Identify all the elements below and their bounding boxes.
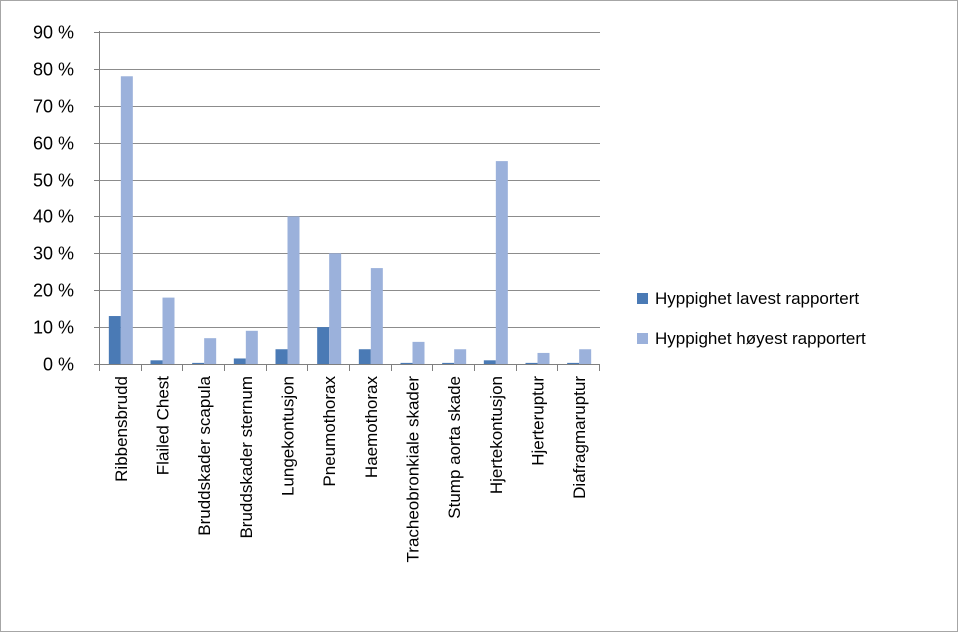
bar	[358, 349, 371, 364]
bar	[150, 360, 163, 364]
legend-swatch	[637, 333, 648, 344]
bar	[370, 268, 383, 364]
y-tick-label: 30 %	[33, 244, 74, 264]
bar	[162, 297, 175, 364]
category-label: Stump aorta skade	[445, 376, 464, 519]
bar	[567, 362, 580, 364]
y-axis-tick-labels: 0 % 10 % 20 % 30 % 40 % 50 % 60 % 70 % 80 % 90 %	[33, 23, 74, 375]
bar	[483, 360, 496, 364]
bar	[412, 341, 425, 364]
legend-label: Hyppighet lavest rapportert	[655, 289, 859, 308]
gridlines	[100, 32, 600, 328]
bar	[579, 349, 592, 364]
y-tick-label: 90 %	[33, 23, 74, 43]
bar	[204, 338, 217, 364]
category-label: Bruddskader sternum	[237, 376, 256, 539]
category-label: Bruddskader scapula	[195, 375, 214, 535]
category-label: Diafragmaruptur	[570, 376, 589, 499]
bar	[454, 349, 467, 364]
axes	[94, 31, 600, 371]
y-tick-label: 20 %	[33, 281, 74, 301]
legend-swatch	[637, 293, 648, 304]
bar	[442, 362, 455, 364]
category-label: Pneumothorax	[320, 376, 339, 487]
bar	[329, 253, 342, 364]
bar	[537, 352, 550, 364]
y-tick-label: 40 %	[33, 207, 74, 227]
category-label: Ribbensbrudd	[112, 376, 131, 482]
category-label: Hjerteruptur	[529, 376, 548, 466]
category-label: Tracheobronkiale skader	[404, 376, 423, 563]
bar	[108, 316, 121, 364]
bar	[287, 216, 300, 364]
bar	[245, 330, 258, 364]
bar	[495, 161, 508, 364]
category-label: Haemothorax	[362, 376, 381, 479]
bar	[120, 76, 133, 365]
bars	[108, 76, 592, 365]
legend-label: Hyppighet høyest rapportert	[655, 329, 866, 348]
legend: Hyppighet lavest rapportert Hyppighet høy…	[637, 289, 866, 348]
y-tick-label: 50 %	[33, 171, 74, 191]
category-labels: Ribbensbrudd Flailed Chest Bruddskader sca…	[112, 375, 589, 562]
bar	[192, 362, 205, 364]
y-tick-label: 60 %	[33, 134, 74, 154]
category-label: Hjertekontusjon	[487, 376, 506, 494]
bar	[275, 349, 288, 364]
category-label: Lungekontusjon	[279, 376, 298, 496]
y-tick-label: 0 %	[43, 355, 74, 375]
category-label: Flailed Chest	[154, 376, 173, 475]
bar	[317, 327, 330, 364]
bar	[233, 358, 246, 364]
bar	[400, 362, 413, 364]
y-tick-label: 10 %	[33, 318, 74, 338]
y-tick-label: 80 %	[33, 60, 74, 80]
bar	[525, 362, 538, 364]
y-tick-label: 70 %	[33, 97, 74, 117]
